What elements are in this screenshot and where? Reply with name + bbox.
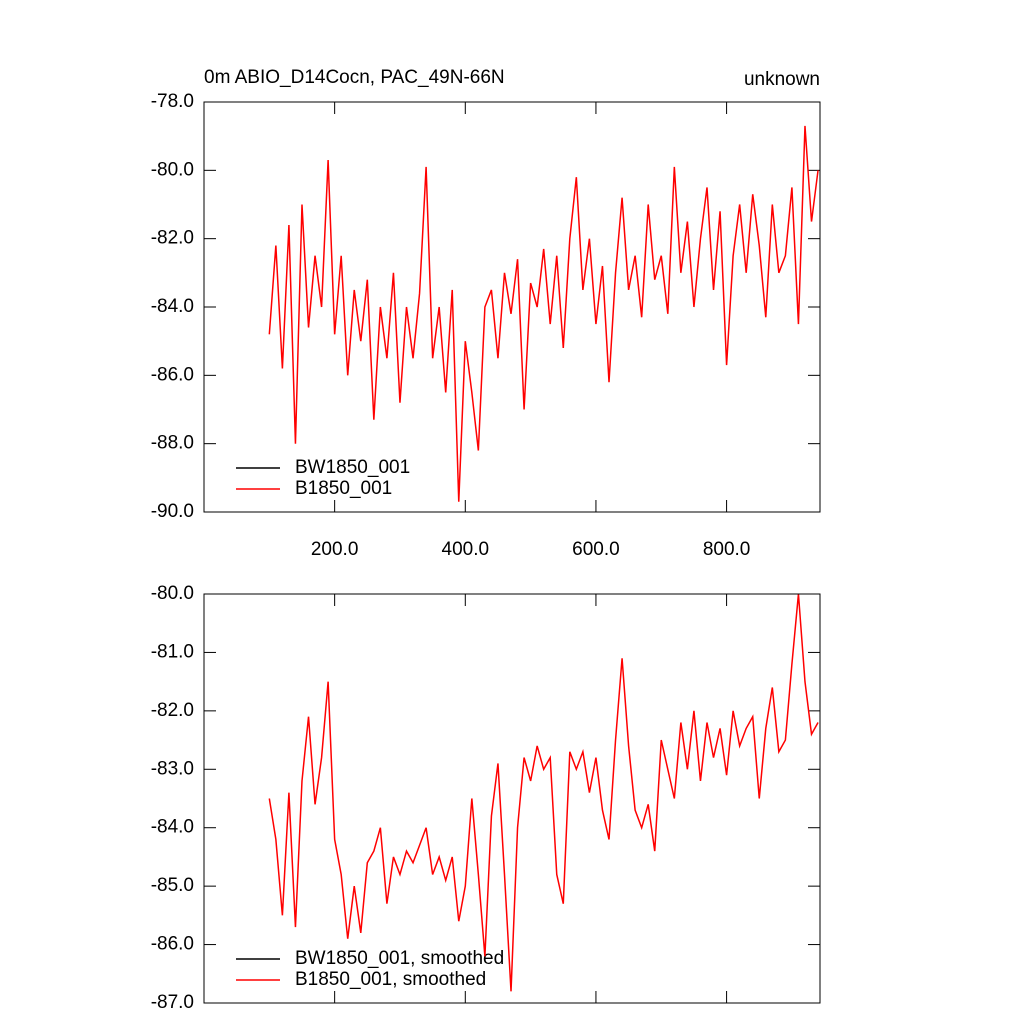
plot-frame: [203, 101, 821, 513]
plot-frame: [203, 593, 821, 1004]
y-tick-label: -82.0: [151, 700, 194, 721]
series-line: [268, 593, 819, 992]
chart-title: 0m ABIO_D14Cocn, PAC_49N-66N: [204, 67, 505, 88]
legend-label: B1850_001, smoothed: [295, 969, 486, 990]
y-tick-label: -85.0: [151, 875, 194, 896]
y-tick-label: -86.0: [151, 934, 194, 955]
y-tick-label: -80.0: [151, 159, 194, 180]
y-tick-label: -80.0: [151, 583, 194, 604]
y-tick-label: -78.0: [151, 91, 194, 112]
legend-label: BW1850_001: [295, 457, 410, 478]
series-line: [268, 125, 819, 502]
x-tick-label: 600.0: [572, 539, 620, 560]
y-tick-label: -84.0: [151, 296, 194, 317]
x-tick-label: 800.0: [703, 539, 751, 560]
y-tick-label: -88.0: [151, 433, 194, 454]
y-tick-label: -81.0: [151, 641, 194, 662]
y-tick-label: -84.0: [151, 817, 194, 838]
y-tick-label: -82.0: [151, 228, 194, 249]
y-tick-label: -90.0: [151, 501, 194, 522]
chart-title-right: unknown: [744, 69, 820, 90]
y-tick-label: -87.0: [151, 992, 194, 1013]
x-tick-label: 400.0: [442, 539, 490, 560]
y-tick-label: -83.0: [151, 758, 194, 779]
legend-label: BW1850_001, smoothed: [295, 948, 504, 969]
x-tick-label: 200.0: [311, 539, 359, 560]
legend-label: B1850_001: [295, 478, 392, 499]
y-tick-label: -86.0: [151, 364, 194, 385]
